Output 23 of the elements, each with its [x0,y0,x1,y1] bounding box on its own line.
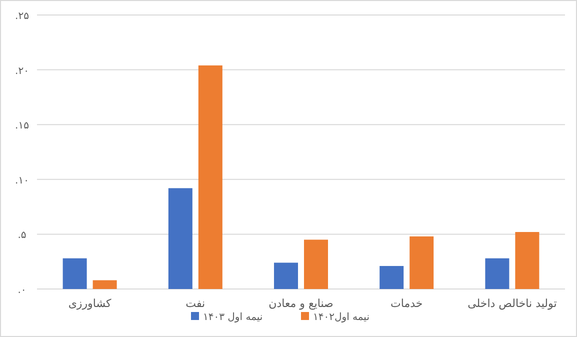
bar [62,258,87,289]
x-tick-label: کشاورزی [68,297,112,310]
y-tick-label: ۵. [18,230,26,242]
bar [515,232,540,289]
y-tick-label: ۰. [18,285,26,296]
y-tick-label: ۱۵. [15,120,29,132]
y-tick-label: ۲۵. [15,11,29,22]
bar [304,240,328,289]
bar [410,236,434,289]
bar [92,280,117,289]
legend-label: نیمه اول۱۴۰۲ [313,312,370,323]
legend-label: نیمه اول ۱۴۰۳ [203,312,263,323]
bar [198,65,222,289]
bar [485,258,510,289]
x-tick-label: تولید ناخالص داخلی [468,297,557,310]
bar [274,262,298,289]
bar [380,266,404,289]
x-tick-label: صنایع و معادن [268,297,334,310]
x-tick-label: نفت [186,297,206,310]
bar [168,188,192,289]
y-tick-label: ۲۰. [15,66,29,77]
x-tick-label: خدمات [390,297,423,310]
y-tick-label: ۱۰. [15,175,29,186]
